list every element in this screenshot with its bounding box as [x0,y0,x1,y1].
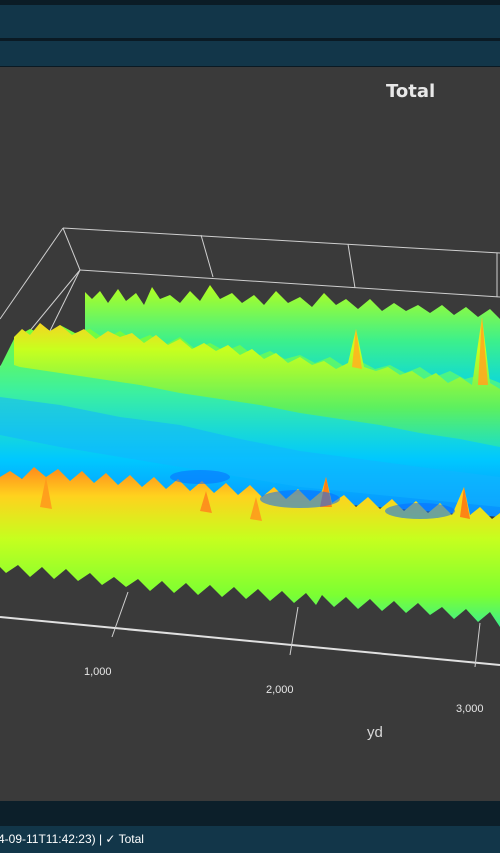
x-axis-label: yd [367,724,383,741]
x-tick-label: 2,000 [266,684,294,696]
surface-front-band [0,467,500,627]
divider [0,38,500,41]
x-tick-label: 3,000 [456,703,484,715]
chart-title: Total [386,81,436,102]
x-tick-label: 1,000 [84,666,112,678]
status-text: 4-09-11T11:42:23) | ✓ Total [0,832,144,846]
surface-trough-floor [0,397,500,507]
status-bar: 4-09-11T11:42:23) | ✓ Total [0,826,500,853]
surface-middle-band [14,317,500,447]
divider [0,66,500,67]
surface-plot[interactable] [0,67,500,801]
title-bar [0,5,500,38]
plot-box-grid [0,227,500,668]
window-top-edge [0,0,500,5]
bottom-panel [0,801,500,826]
surface-plot-area[interactable]: Total 1,000 2,000 3,000 yd [0,67,500,801]
toolbar [0,41,500,66]
surface-hollows [170,470,455,519]
